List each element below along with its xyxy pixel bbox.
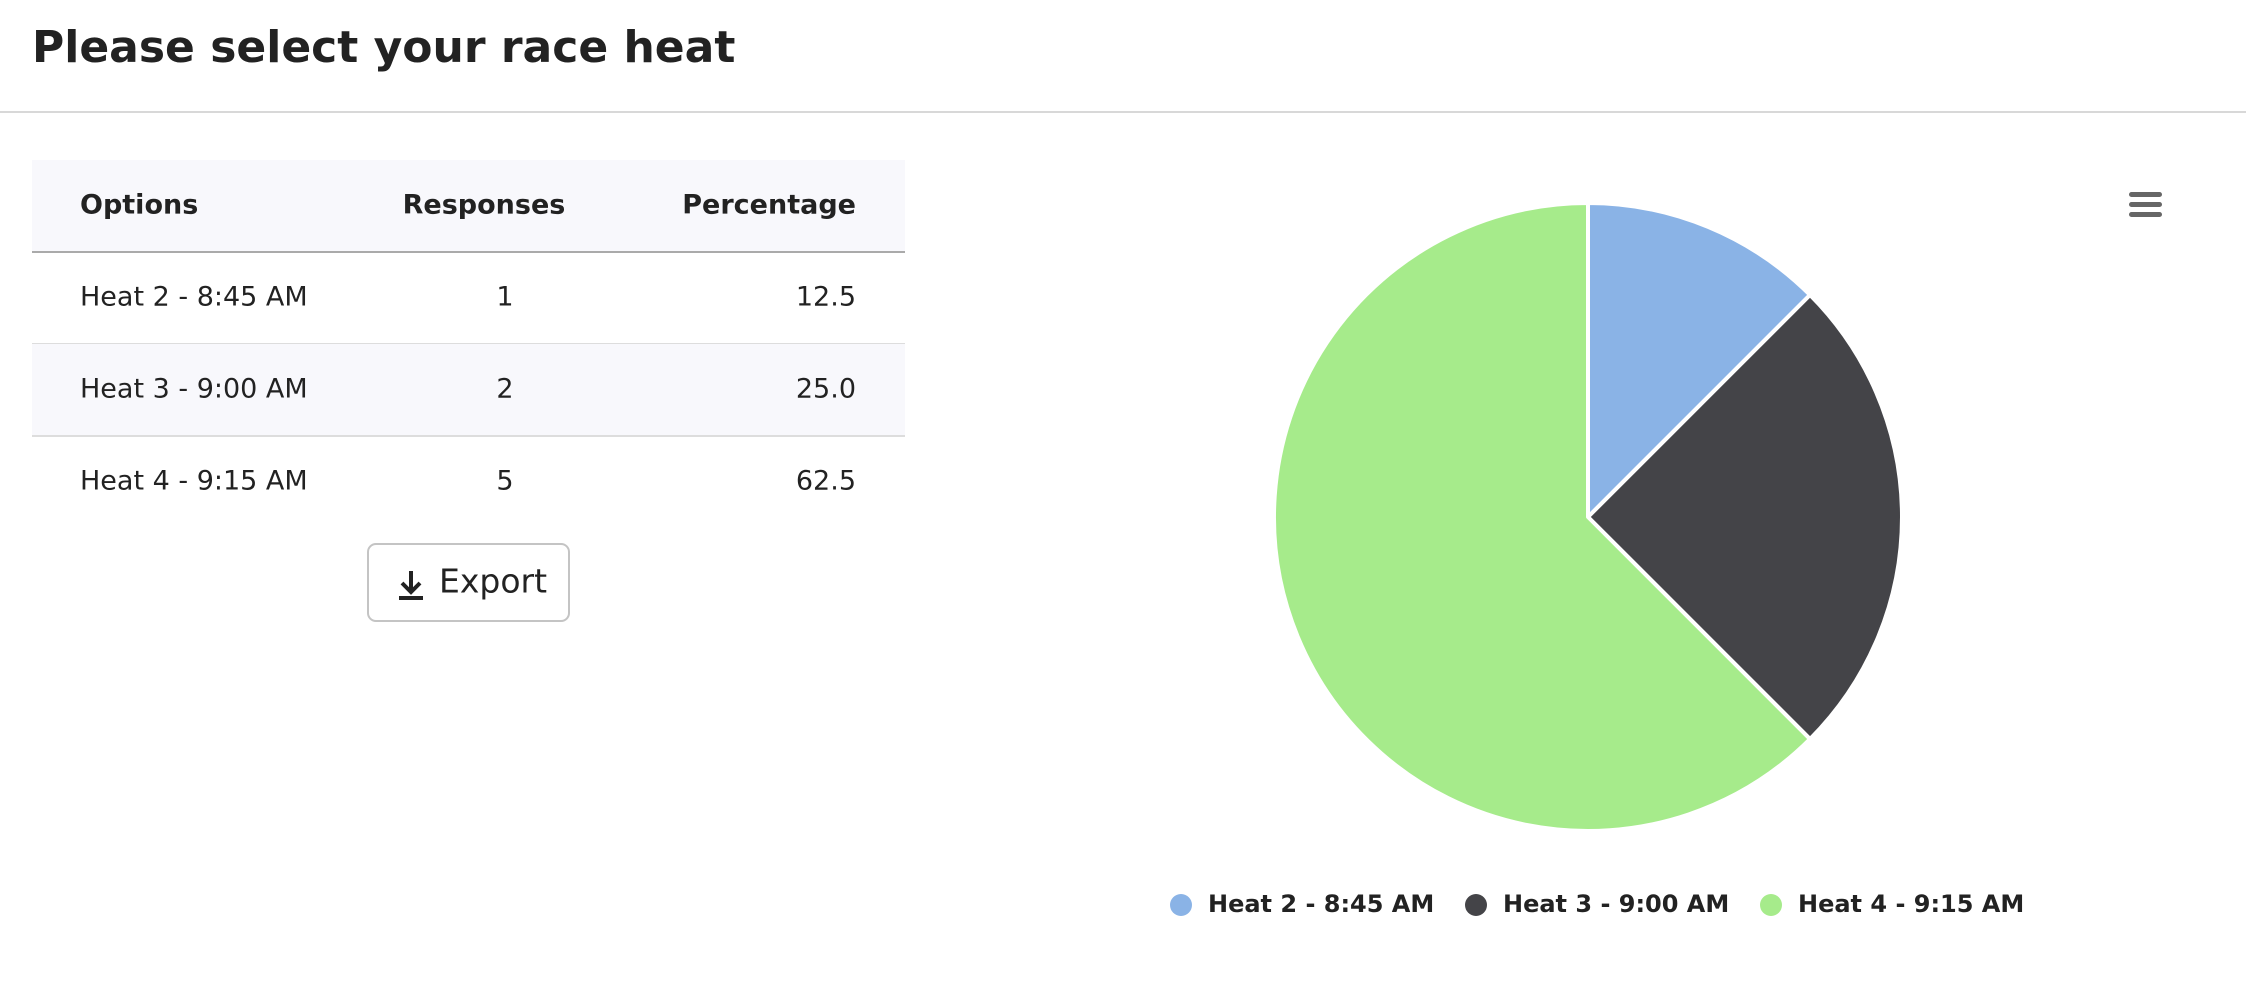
- button-frame[interactable]: [367, 543, 570, 622]
- export-button[interactable]: Export: [367, 543, 570, 622]
- row-bg: [32, 344, 905, 436]
- legend-label: Heat 3 - 9:00 AM: [1503, 890, 1729, 918]
- table-cell: 2: [496, 374, 513, 405]
- table-cell: Heat 3 - 9:00 AM: [80, 374, 308, 405]
- table-cell: Heat 2 - 8:45 AM: [80, 282, 308, 313]
- button-label[interactable]: Export: [439, 562, 547, 601]
- legend-marker: [1170, 894, 1192, 916]
- column-header: Responses: [403, 190, 566, 221]
- column-header: Options: [80, 190, 198, 221]
- download-icon: [399, 571, 423, 600]
- page-title: Please select your race heat: [32, 22, 735, 73]
- pie-slice: [1272, 201, 1813, 833]
- menu-icon[interactable]: [2129, 192, 2162, 217]
- table-cell: Heat 4 - 9:15 AM: [80, 466, 308, 497]
- menu-bar[interactable]: [2129, 212, 2162, 217]
- legend-marker: [1465, 894, 1487, 916]
- table-cell: 25.0: [796, 374, 856, 405]
- pie-slice: [1586, 292, 1904, 742]
- table-cell: 12.5: [796, 282, 856, 313]
- table-cell: 1: [496, 282, 513, 313]
- legend-label: Heat 4 - 9:15 AM: [1798, 890, 2024, 918]
- column-header: Percentage: [682, 190, 856, 221]
- pie-slice: [1586, 201, 1813, 519]
- menu-bar[interactable]: [2129, 202, 2162, 207]
- header-row-bg: [32, 160, 905, 252]
- pie-chart: Heat 2 - 8:45 AM Heat 3 - 9:00 AM Heat 4 -…: [1170, 201, 2024, 918]
- table-cell: 5: [496, 466, 513, 497]
- legend-marker: [1760, 894, 1782, 916]
- table: Options Responses Percentage Heat 2 - 8:45 …: [32, 160, 905, 497]
- table-cell: 62.5: [796, 466, 856, 497]
- menu-bar[interactable]: [2129, 192, 2162, 197]
- legend-label: Heat 2 - 8:45 AM: [1208, 890, 1434, 918]
